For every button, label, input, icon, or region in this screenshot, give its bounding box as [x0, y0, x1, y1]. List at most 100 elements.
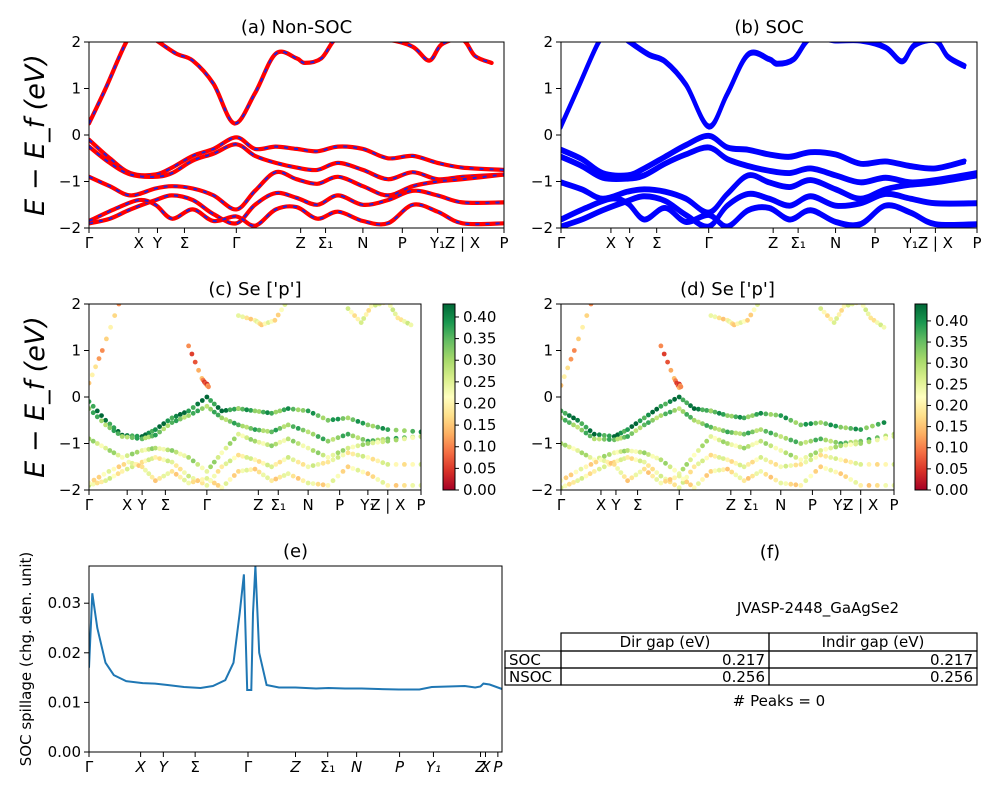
projection-point	[227, 458, 233, 464]
projection-point	[350, 417, 356, 423]
y-tick-label: 0.00	[48, 743, 81, 761]
colorbar-tick-label: 0.15	[935, 418, 968, 436]
panel-c: 210−1−2Γ X Y Σ Γ Z Σ₁ N P Y₁Z | X P(c) Se ['p']E −…	[20, 279, 496, 514]
projection-point	[688, 482, 693, 488]
projection-point	[385, 483, 391, 488]
projection-point	[587, 428, 593, 434]
projection-point	[696, 448, 701, 453]
x-tick-label: Y₁	[832, 496, 848, 514]
projection-point	[704, 408, 710, 413]
projection-point	[575, 424, 580, 430]
projection-point	[365, 471, 371, 477]
projection-point	[256, 439, 262, 445]
x-tick-label: Σ₁	[320, 758, 336, 776]
projection-point	[196, 367, 202, 373]
projection-point	[808, 421, 814, 427]
x-tick-label: Σ	[652, 234, 661, 252]
projection-point	[798, 441, 804, 446]
projection-point	[206, 384, 211, 390]
projection-point	[745, 444, 751, 449]
projection-point	[157, 456, 163, 461]
panel-f: (f) JVASP-2448_GaAgSe2 Dir gap (eV) Indi…	[504, 542, 978, 710]
x-tick-label: Z	[726, 496, 736, 514]
projection-point	[858, 441, 864, 446]
projection-point	[737, 475, 743, 481]
projection-point	[737, 462, 743, 468]
x-tick-label: Σ	[633, 496, 642, 514]
projection-point	[240, 423, 246, 429]
projection-point	[277, 426, 283, 431]
projection-point	[368, 304, 374, 309]
projection-point	[678, 384, 684, 390]
projection-point	[89, 372, 95, 378]
projection-point	[833, 439, 839, 445]
projection-point	[186, 413, 192, 418]
projection-point	[402, 483, 407, 488]
projection-point	[103, 422, 108, 428]
projection-point	[843, 442, 849, 448]
projection-point	[629, 456, 635, 461]
projection-point	[813, 455, 819, 460]
projection-point	[788, 452, 794, 458]
projection-point	[365, 422, 371, 428]
projection-point	[716, 437, 722, 443]
projection-point	[588, 462, 594, 467]
y-tick-label: 2	[71, 295, 81, 313]
projection-point	[848, 426, 854, 431]
projection-point	[345, 306, 351, 311]
projection-point	[625, 434, 630, 439]
projection-point	[393, 427, 399, 433]
projection-point	[663, 460, 668, 466]
projection-point	[260, 441, 266, 446]
projection-point	[803, 439, 809, 445]
projection-point	[773, 432, 779, 438]
projection-point	[211, 401, 217, 407]
projection-point	[91, 477, 97, 483]
projection-point	[858, 427, 864, 432]
projection-point	[305, 408, 311, 414]
projection-point	[741, 464, 747, 470]
projection-point	[773, 445, 779, 451]
projection-point	[90, 438, 96, 444]
projection-point	[696, 481, 701, 486]
projection-point	[124, 466, 130, 472]
projection-point	[658, 343, 664, 349]
projection-point	[891, 483, 894, 488]
projection-point	[204, 394, 210, 400]
projection-point	[285, 406, 291, 411]
projection-point	[157, 476, 163, 481]
projection-point	[153, 427, 158, 432]
band-line-dashed	[89, 42, 492, 125]
x-tick-label: Γ	[85, 496, 94, 514]
projection-point	[601, 436, 607, 442]
projection-point	[360, 442, 366, 448]
projection-point	[112, 313, 118, 318]
projection-point	[119, 434, 125, 439]
projection-point	[633, 449, 639, 454]
projection-point	[192, 359, 198, 365]
projection-point	[418, 429, 421, 435]
projection-point	[169, 459, 175, 465]
projection-point	[865, 311, 871, 317]
projection-point	[199, 477, 205, 482]
projection-point	[240, 433, 246, 439]
projection-point	[393, 437, 399, 443]
gap-table	[504, 632, 978, 686]
projection-point	[315, 481, 321, 487]
x-tick-label: N	[775, 496, 786, 514]
projection-point	[729, 469, 735, 475]
projection-point	[793, 420, 799, 425]
projection-point	[269, 464, 274, 470]
projection-point	[828, 316, 834, 322]
projection-point	[684, 400, 690, 406]
projection-point	[834, 316, 839, 321]
projection-point	[240, 468, 246, 474]
projection-point	[758, 410, 764, 416]
projection-point	[828, 445, 834, 451]
projection-point	[793, 439, 799, 445]
projection-point	[672, 396, 677, 402]
projection-point	[712, 314, 718, 320]
projection-point	[680, 476, 686, 482]
projection-point	[716, 467, 722, 473]
projection-point	[402, 436, 407, 442]
